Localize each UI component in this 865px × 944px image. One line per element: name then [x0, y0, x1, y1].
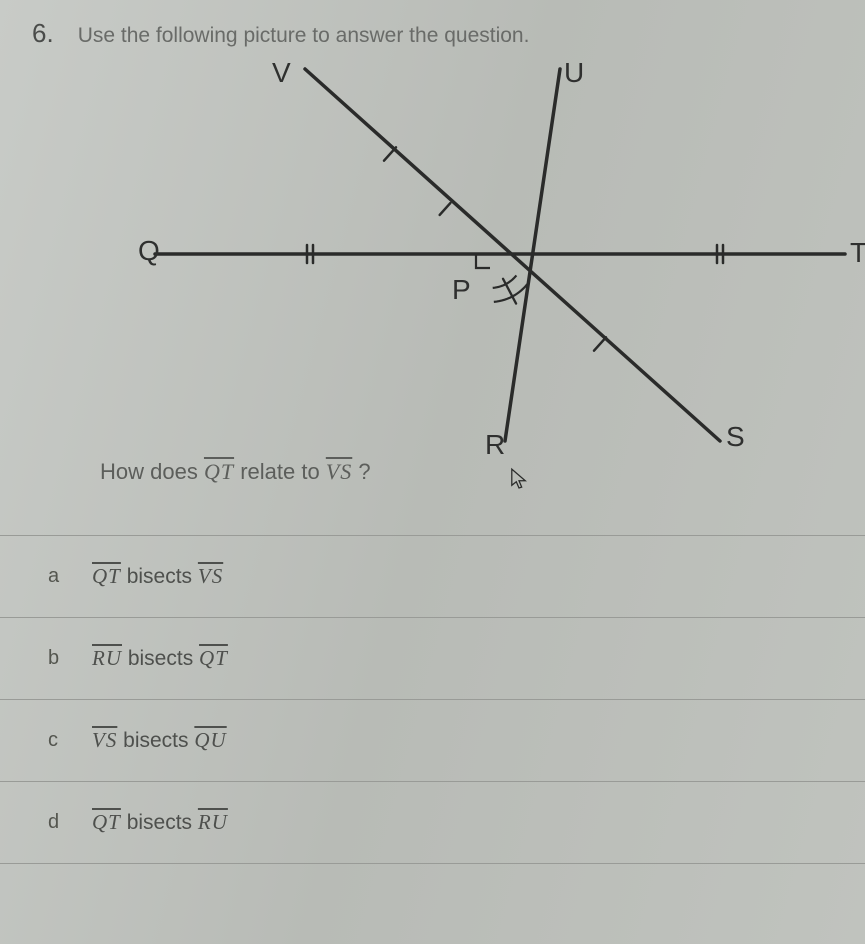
answer-text: VS bisects QU — [92, 728, 227, 753]
label-r: R — [485, 429, 505, 461]
answer-seg2: QT — [199, 646, 228, 670]
answer-seg2: RU — [198, 810, 228, 834]
label-s: S — [726, 421, 745, 453]
label-u: U — [564, 57, 584, 89]
answer-seg1: QT — [92, 564, 121, 588]
answer-text: QT bisects RU — [92, 810, 228, 835]
answer-option-d[interactable]: dQT bisects RU — [0, 781, 865, 864]
answer-letter: d — [48, 811, 92, 834]
answer-verb: bisects — [121, 565, 198, 588]
answer-letter: c — [48, 729, 92, 752]
question-number: 6. — [32, 18, 54, 49]
answer-text: QT bisects VS — [92, 564, 223, 589]
answer-option-a[interactable]: aQT bisects VS — [0, 535, 865, 617]
label-t: T — [850, 237, 865, 269]
geometry-diagram: V U Q T P R S — [60, 49, 840, 449]
answer-text: RU bisects QT — [92, 646, 228, 671]
label-p: P — [452, 274, 471, 306]
answer-option-b[interactable]: bRU bisects QT — [0, 617, 865, 699]
diagram-svg — [60, 49, 860, 479]
label-v: V — [272, 57, 291, 89]
answer-verb: bisects — [122, 647, 199, 670]
question-prompt: Use the following picture to answer the … — [78, 24, 530, 48]
answer-letter: a — [48, 565, 92, 588]
cursor-icon — [510, 467, 528, 491]
answer-verb: bisects — [121, 811, 198, 834]
answer-seg2: QU — [194, 728, 226, 752]
answer-option-c[interactable]: cVS bisects QU — [0, 699, 865, 781]
answer-seg1: VS — [92, 728, 117, 752]
answer-seg1: RU — [92, 646, 122, 670]
question-header: 6. Use the following picture to answer t… — [0, 0, 865, 49]
answer-verb: bisects — [117, 729, 194, 752]
label-q: Q — [138, 235, 160, 267]
answer-letter: b — [48, 647, 92, 670]
answer-list: aQT bisects VSbRU bisects QTcVS bisects … — [0, 535, 865, 864]
answer-seg1: QT — [92, 810, 121, 834]
answer-seg2: VS — [198, 564, 223, 588]
